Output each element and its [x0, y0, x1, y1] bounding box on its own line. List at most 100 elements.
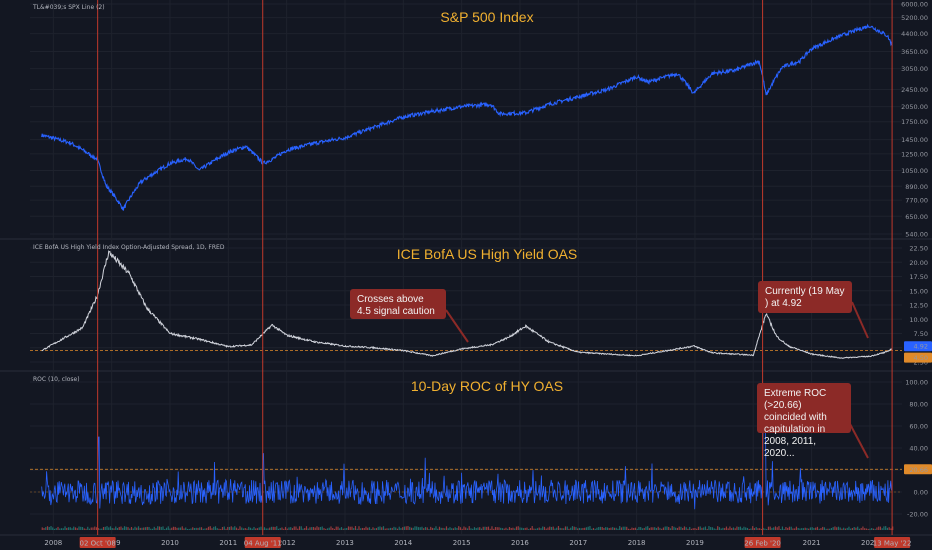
volume-bar: [438, 526, 441, 530]
volume-bar: [340, 527, 343, 530]
volume-bar: [237, 528, 239, 530]
oas-series-line: [41, 250, 893, 359]
annotation-pointer: [849, 423, 869, 459]
volume-bar: [248, 526, 250, 530]
volume-bar: [472, 528, 474, 530]
volume-bar: [300, 526, 302, 530]
volume-bar: [214, 526, 217, 530]
volume-bar: [302, 528, 304, 530]
volume-bar: [608, 528, 610, 530]
volume-bar: [633, 527, 635, 530]
volume-bar: [820, 528, 822, 530]
volume-bar: [318, 527, 320, 530]
volume-bar: [143, 527, 145, 530]
volume-bar: [263, 527, 266, 530]
volume-bar: [211, 528, 213, 530]
volume-bar: [776, 527, 778, 530]
volume-bar: [127, 527, 129, 530]
volume-bar: [419, 527, 421, 530]
volume-bar: [325, 528, 327, 530]
y-tick-label: 17.50: [909, 273, 928, 281]
volume-bar: [83, 528, 85, 530]
volume-bar: [134, 526, 136, 530]
volume-bar: [883, 526, 885, 530]
volume-bar: [573, 526, 575, 530]
volume-bar: [498, 527, 500, 530]
volume-bar: [669, 528, 672, 530]
volume-bar: [664, 526, 666, 530]
volume-bar: [547, 527, 549, 530]
volume-bar: [368, 527, 371, 530]
volume-bar: [295, 526, 297, 530]
y-tick-label: 100.00: [905, 379, 928, 387]
volume-bar: [242, 528, 245, 530]
volume-bar: [620, 527, 623, 530]
volume-bar: [440, 527, 442, 530]
volume-bar: [862, 526, 864, 530]
annotation-extreme-roc: Extreme ROC (>20.66) coincided with capi…: [757, 383, 851, 459]
volume-bar: [115, 526, 117, 530]
volume-bar: [95, 527, 98, 530]
volume-bar: [552, 526, 554, 530]
volume-bar: [232, 527, 234, 530]
volume-bar: [346, 527, 348, 530]
volume-bar: [421, 526, 423, 530]
volume-bar: [288, 527, 290, 530]
volume-bar: [160, 526, 162, 530]
volume-bar: [739, 526, 742, 530]
volume-bar: [643, 528, 645, 530]
volume-bar: [363, 527, 365, 530]
volume-bar: [48, 527, 50, 530]
volume-bar: [326, 528, 329, 530]
volume-bar: [661, 528, 663, 530]
volume-bar: [683, 526, 686, 530]
volume-bar: [402, 527, 404, 530]
volume-bar: [564, 526, 567, 530]
volume-bar: [874, 528, 876, 530]
volume-bar: [629, 528, 631, 530]
volume-bar: [246, 528, 248, 530]
volume-bar: [519, 527, 521, 530]
volume-bar: [461, 528, 463, 530]
volume-bar: [116, 528, 119, 530]
volume-bar: [703, 527, 705, 530]
volume-bar: [220, 528, 222, 530]
volume-bar: [809, 527, 812, 530]
panel-indicator-label: ROC (10, close): [33, 376, 80, 383]
volume-bar: [381, 527, 383, 530]
volume-bar: [799, 528, 801, 530]
volume-bar: [832, 527, 834, 530]
volume-bar: [333, 528, 336, 530]
volume-bar: [638, 526, 640, 530]
volume-bar: [417, 527, 420, 530]
volume-bar: [311, 527, 313, 530]
volume-bar: [88, 528, 91, 530]
volume-bar: [284, 526, 287, 530]
volume-bar: [153, 526, 155, 530]
volume-bar: [636, 528, 638, 530]
volume-bar: [447, 528, 449, 530]
volume-bar: [811, 527, 813, 530]
volume-bar: [627, 528, 630, 530]
volume-bar: [596, 527, 598, 530]
volume-bar: [344, 528, 346, 530]
volume-bar: [291, 528, 294, 530]
volume-bar: [640, 527, 642, 530]
volume-bar: [158, 526, 161, 530]
volume-bar: [780, 528, 782, 530]
volume-bar: [515, 526, 518, 530]
volume-bar: [598, 527, 600, 530]
volume-bar: [578, 527, 581, 530]
volume-bar: [892, 526, 894, 530]
volume-bar: [382, 526, 385, 530]
volume-bar: [580, 528, 582, 530]
volume-bar: [260, 526, 262, 530]
volume-bar: [393, 526, 395, 530]
volume-bar: [676, 527, 679, 530]
series-layer: [30, 23, 902, 530]
volume-bar: [230, 526, 232, 530]
volume-bar: [771, 527, 773, 530]
volume-bar: [391, 527, 393, 530]
y-tick-label: 22.50: [909, 245, 928, 253]
value-badge-oas-text: 4.92: [914, 343, 928, 351]
